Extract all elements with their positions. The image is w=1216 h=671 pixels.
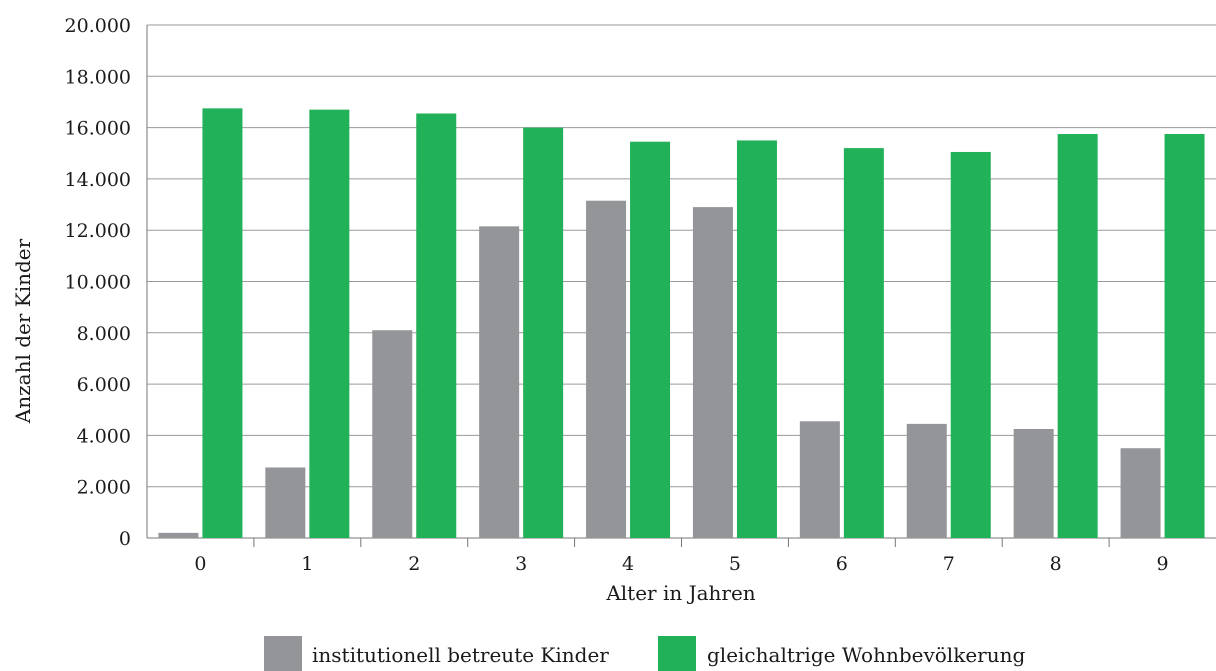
y-axis-title: Anzahl der Kinder	[11, 238, 35, 424]
bar-wohnbevoelkerung-9	[1164, 134, 1205, 538]
bar-wohnbevoelkerung-1	[309, 109, 350, 539]
bar-institutionell-9	[1120, 448, 1161, 538]
y-tick-label: 4.000	[77, 425, 131, 447]
bar-institutionell-8	[1013, 428, 1054, 538]
y-tick-label: 8.000	[77, 323, 131, 345]
x-tick-label: 4	[622, 553, 634, 575]
y-tick-label: 6.000	[77, 374, 131, 396]
bar-institutionell-5	[692, 207, 733, 539]
bar-wohnbevoelkerung-7	[950, 151, 991, 538]
y-tick-label: 12.000	[65, 220, 131, 242]
legend: institutionell betreute Kinder gleichalt…	[264, 636, 1025, 671]
bar-institutionell-2	[372, 330, 413, 538]
bar-institutionell-4	[586, 200, 627, 538]
y-tick-label: 10.000	[65, 272, 131, 294]
x-tick-label: 3	[515, 553, 527, 575]
x-tick-label: 5	[729, 553, 741, 575]
legend-swatch-institutionell	[264, 636, 302, 671]
y-tick-label: 20.000	[65, 15, 131, 37]
x-tick-label: 8	[1050, 553, 1062, 575]
bar-institutionell-0	[158, 532, 199, 538]
x-tick-label: 9	[1157, 553, 1169, 575]
y-tick-label: 14.000	[65, 169, 131, 191]
y-tick-label: 2.000	[77, 477, 131, 499]
x-tick-label: 7	[943, 553, 955, 575]
bar-wohnbevoelkerung-5	[736, 140, 777, 539]
legend-swatch-wohnbevoelkerung	[658, 636, 696, 671]
grid-lines	[146, 24, 1216, 539]
bar-institutionell-3	[479, 226, 520, 539]
x-tick-label: 2	[408, 553, 420, 575]
y-axis-ticks: 0 2.000 4.000 6.000 8.000 10.000 12.000 14.000 1…	[65, 15, 131, 550]
x-tick-label: 0	[194, 553, 206, 575]
x-axis-title: Alter in Jahren	[605, 581, 755, 605]
bar-wohnbevoelkerung-4	[630, 141, 671, 538]
bar-institutionell-7	[906, 423, 947, 538]
y-tick-label: 16.000	[65, 118, 131, 140]
y-tick-label: 0	[119, 528, 131, 550]
bar-wohnbevoelkerung-0	[202, 108, 243, 539]
bar-wohnbevoelkerung-2	[416, 113, 457, 539]
x-tick-label: 1	[301, 553, 313, 575]
bar-wohnbevoelkerung-8	[1057, 134, 1098, 538]
y-tick-label: 18.000	[65, 66, 131, 88]
x-tick-label: 6	[836, 553, 848, 575]
bar-institutionell-6	[799, 421, 840, 538]
legend-label-wohnbevoelkerung: gleichaltrige Wohnbevölkerung	[707, 643, 1025, 667]
bar-wohnbevoelkerung-6	[843, 148, 884, 538]
bar-wohnbevoelkerung-3	[523, 127, 564, 538]
bars	[158, 108, 1205, 539]
bar-institutionell-1	[265, 467, 306, 538]
x-axis: 0 1 2 3 4 5 6 7 8 9	[194, 538, 1169, 575]
legend-label-institutionell: institutionell betreute Kinder	[312, 643, 609, 667]
